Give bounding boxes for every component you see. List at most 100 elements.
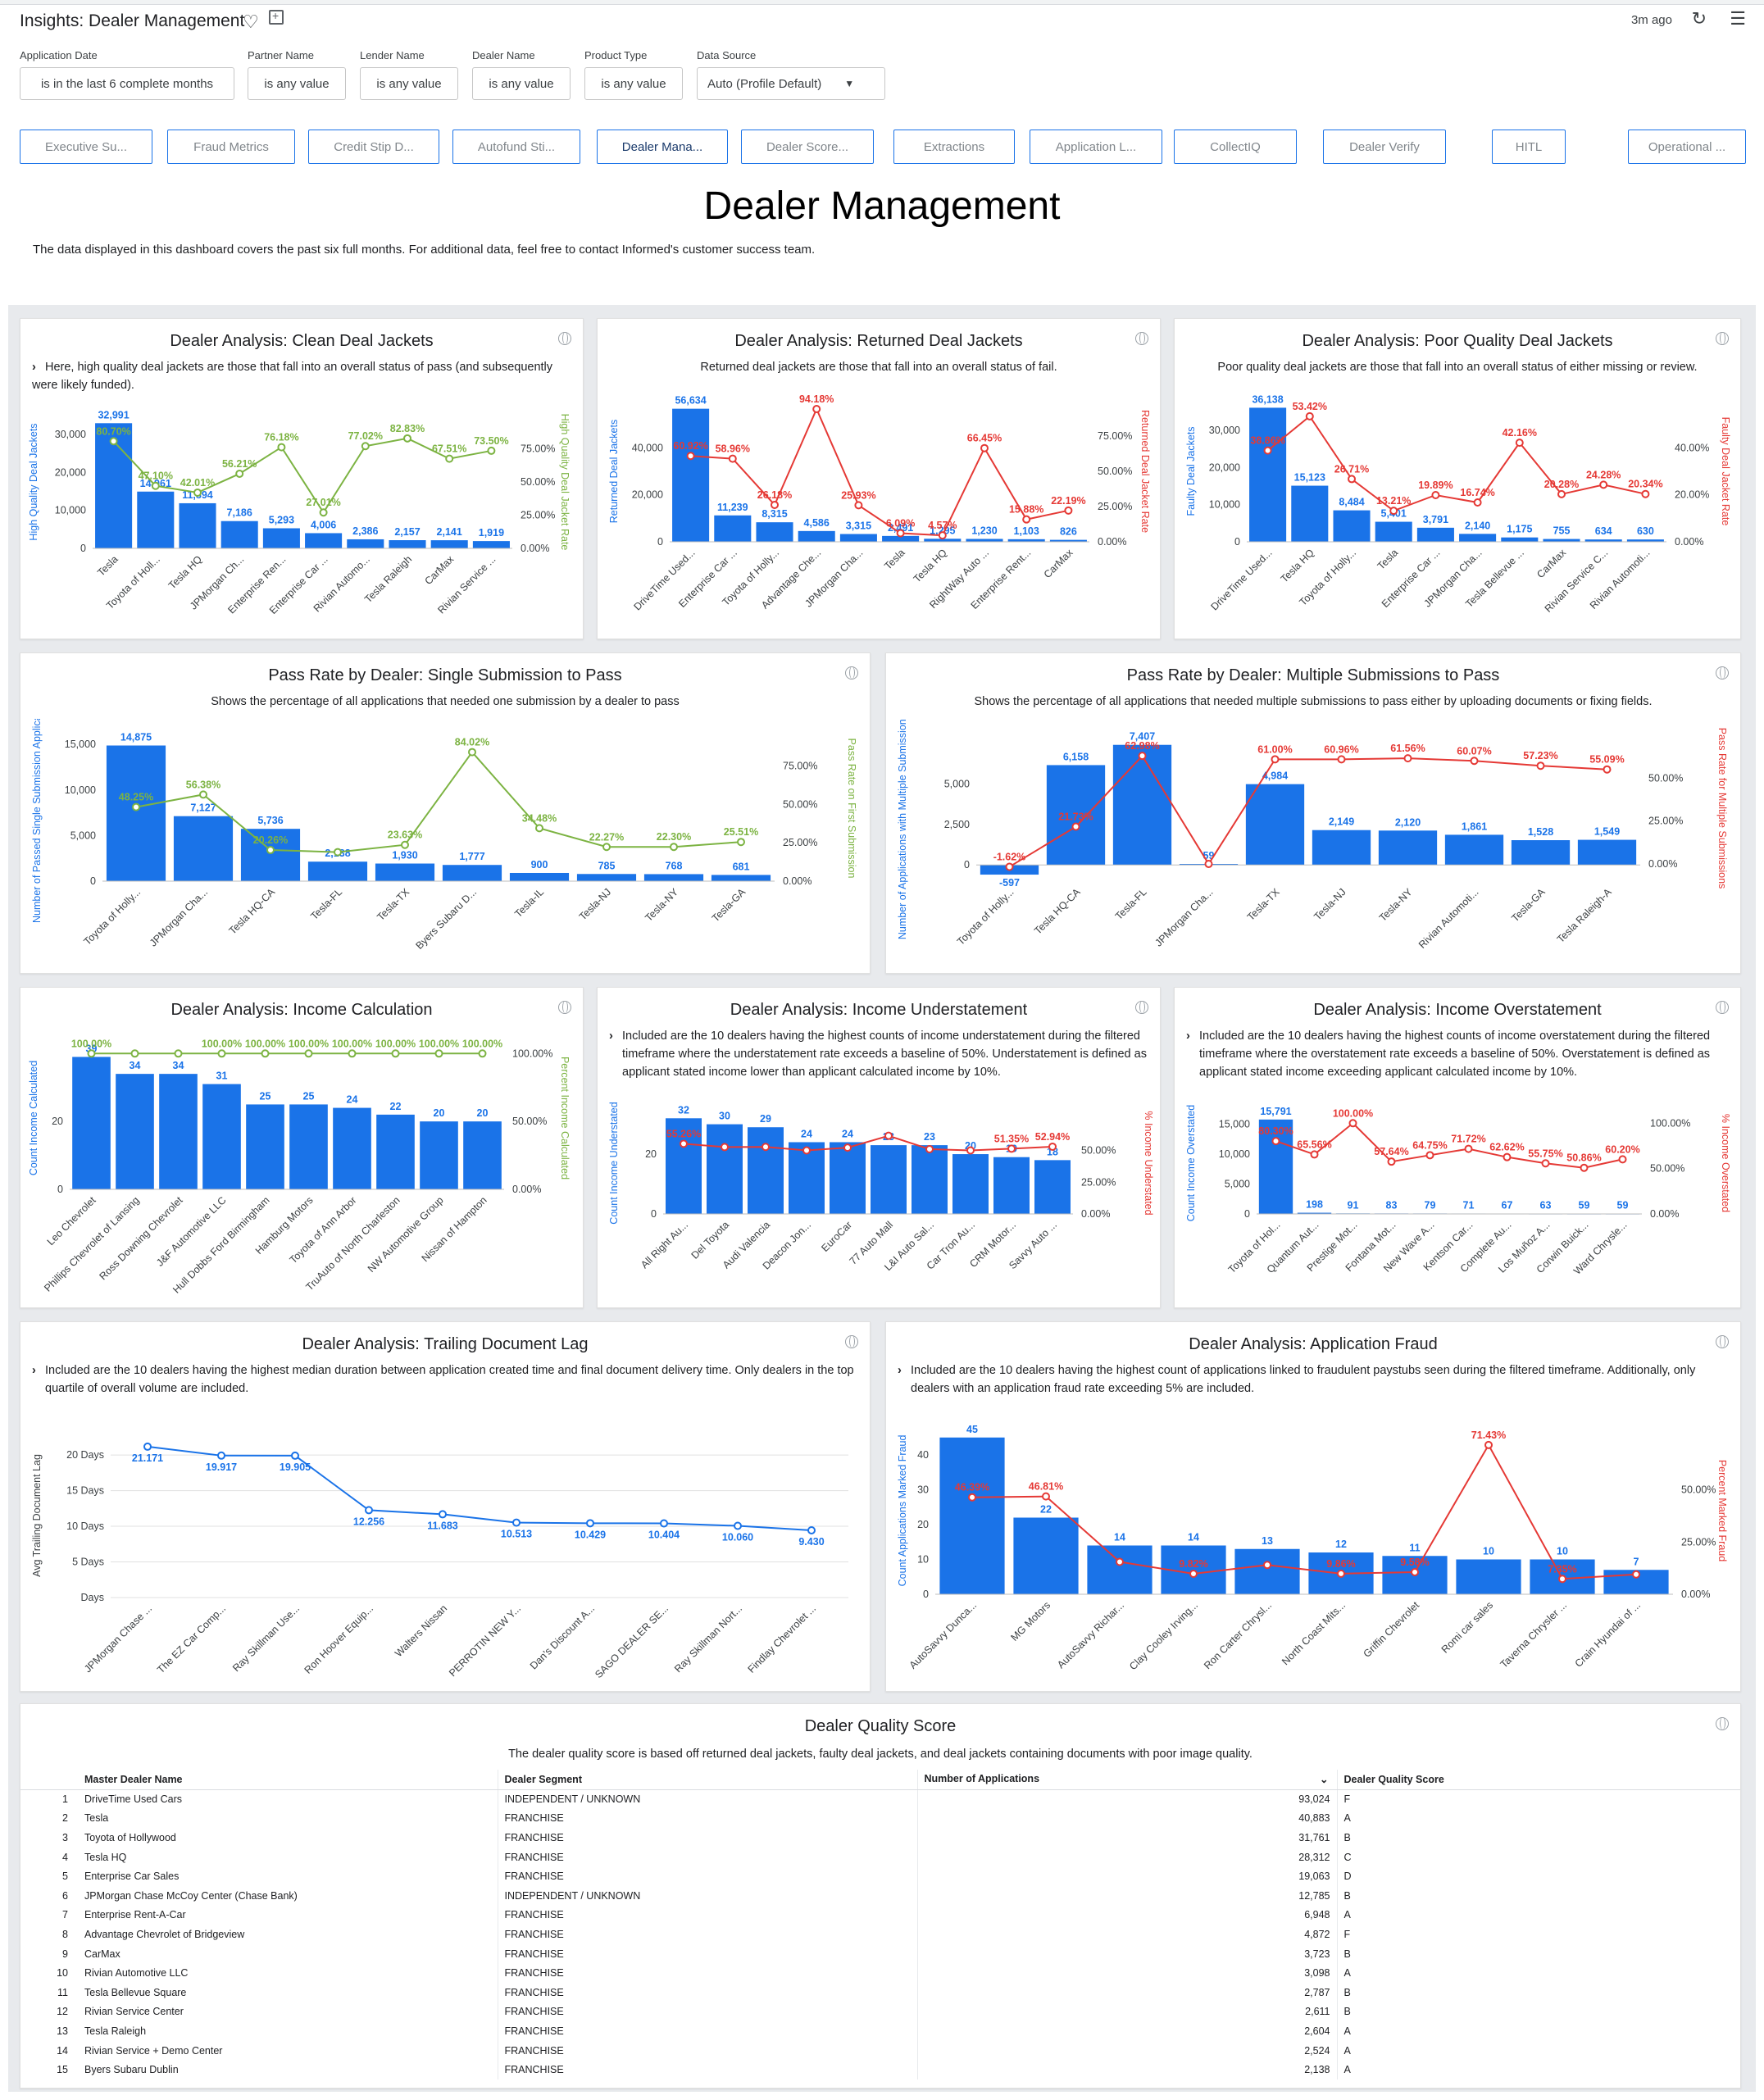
table-row[interactable]: 11 Tesla Bellevue Square FRANCHISE 2,787 B bbox=[20, 1982, 1740, 2002]
y-tick-label: 5,000 bbox=[1225, 1179, 1250, 1190]
rate-point bbox=[721, 1143, 729, 1152]
quality-score-cell: B bbox=[1343, 2006, 1351, 2018]
y2-axis-title: % Income Overstated bbox=[1720, 1114, 1731, 1212]
add-to-board-icon[interactable] bbox=[269, 9, 284, 25]
tab-dealer-verify[interactable]: Dealer Verify bbox=[1323, 130, 1446, 164]
rate-value-label: 73.50% bbox=[474, 435, 508, 447]
x-category-label: All Right Au... bbox=[639, 1219, 690, 1270]
table-row[interactable]: 9 CarMax FRANCHISE 3,723 B bbox=[20, 1943, 1740, 1964]
rate-point bbox=[1263, 446, 1272, 455]
x-category-label: Byers Subaru D... bbox=[413, 886, 479, 952]
filter-value-box[interactable]: is any value bbox=[472, 67, 571, 100]
table-row[interactable]: 7 Enterprise Rent-A-Car FRANCHISE 6,948 A bbox=[20, 1905, 1740, 1925]
tab-fraud-metrics[interactable]: Fraud Metrics bbox=[167, 130, 295, 164]
tab-dealer-mana[interactable]: Dealer Mana... bbox=[597, 130, 728, 164]
rate-value-label: 82.83% bbox=[390, 423, 425, 434]
x-category-label: Ray Skillman Use... bbox=[230, 1602, 302, 1674]
refresh-icon[interactable]: ↻ bbox=[1691, 8, 1707, 29]
rate-point bbox=[1558, 1575, 1566, 1584]
rate-point bbox=[686, 452, 695, 461]
column-header[interactable]: Dealer Segment bbox=[498, 1770, 918, 1790]
bar bbox=[912, 1145, 948, 1214]
rate-point bbox=[487, 446, 496, 455]
table-row[interactable]: 1 DriveTime Used Cars INDEPENDENT / UNKNOW… bbox=[20, 1789, 1740, 1809]
bar bbox=[347, 539, 384, 548]
filter-value-box[interactable]: is any value bbox=[360, 67, 458, 100]
globe-icon[interactable] bbox=[1135, 1001, 1148, 1014]
rate-point bbox=[478, 1049, 487, 1058]
globe-icon[interactable] bbox=[1716, 1001, 1729, 1014]
rate-value-label: 27.01% bbox=[306, 497, 340, 508]
bar bbox=[1258, 1119, 1293, 1214]
x-category-label: Tesla-IL bbox=[512, 886, 546, 920]
applications-cell: 19,063 bbox=[917, 1866, 1338, 1886]
table-row[interactable]: 2 Tesla FRANCHISE 40,883 A bbox=[20, 1808, 1740, 1829]
bar-value-label: 13 bbox=[1262, 1535, 1273, 1547]
rate-line bbox=[1275, 1121, 1623, 1169]
rate-value-label: 100.00% bbox=[71, 1038, 111, 1049]
tile-title: Dealer Analysis: Income Understatement bbox=[730, 1001, 1028, 1019]
y2-axis-title: Returned Deal Jacket Rate bbox=[1139, 410, 1151, 533]
rate-value-label: 62.98% bbox=[1125, 740, 1159, 752]
rate-value-label: 57.64% bbox=[1374, 1146, 1408, 1157]
globe-icon[interactable] bbox=[1716, 1717, 1729, 1730]
table-row[interactable]: 6 JPMorgan Chase McCoy Center (Chase Bank… bbox=[20, 1885, 1740, 1906]
filter-value-box[interactable]: is any value bbox=[248, 67, 346, 100]
table-row[interactable]: 5 Enterprise Car Sales FRANCHISE 19,063 D bbox=[20, 1866, 1740, 1886]
dealer-name-cell: Rivian Service Center bbox=[78, 2002, 498, 2022]
globe-icon[interactable] bbox=[558, 1001, 571, 1014]
row-number: 2 bbox=[62, 1812, 68, 1825]
rate-value-label: 62.62% bbox=[1489, 1142, 1524, 1153]
globe-icon[interactable] bbox=[558, 332, 571, 345]
tab-dealer-score[interactable]: Dealer Score... bbox=[741, 130, 874, 164]
favorite-heart-icon[interactable]: ♡ bbox=[243, 11, 259, 32]
table-row[interactable]: 3 Toyota of Hollywood FRANCHISE 31,761 B bbox=[20, 1828, 1740, 1848]
tab-operational[interactable]: Operational ... bbox=[1628, 130, 1746, 164]
tile-clean-deal-jackets: Dealer Analysis: Clean Deal Jackets › Her… bbox=[20, 318, 584, 639]
tab-credit-stip-d[interactable]: Credit Stip D... bbox=[308, 130, 439, 164]
filter-value-box[interactable]: is any value bbox=[584, 67, 683, 100]
rate-point bbox=[1557, 489, 1566, 498]
tab-application-l[interactable]: Application L... bbox=[1030, 130, 1162, 164]
dealer-quality-table: Master Dealer Name Dealer Segment Number… bbox=[20, 1770, 1740, 2080]
bar-value-label: 6,158 bbox=[1063, 751, 1089, 762]
column-header[interactable]: Master Dealer Name bbox=[78, 1770, 498, 1790]
table-row[interactable]: 8 Advantage Chevrolet of Bridgeview FRANCH… bbox=[20, 1925, 1740, 1944]
globe-icon[interactable] bbox=[1716, 1335, 1729, 1348]
rate-point bbox=[1473, 498, 1482, 507]
bar bbox=[1049, 539, 1087, 542]
filter-menu-icon[interactable]: ☰ bbox=[1730, 8, 1746, 29]
column-header-sorted[interactable]: Number of Applications ⌄ bbox=[917, 1770, 1338, 1790]
tab-executive-su[interactable]: Executive Su... bbox=[20, 130, 152, 164]
tab-collectiq[interactable]: CollectIQ bbox=[1174, 130, 1297, 164]
table-row[interactable]: 12 Rivian Service Center FRANCHISE 2,611 B bbox=[20, 2002, 1740, 2022]
rate-point bbox=[980, 443, 989, 452]
globe-icon[interactable] bbox=[845, 666, 858, 680]
globe-icon[interactable] bbox=[1716, 666, 1729, 680]
globe-icon[interactable] bbox=[845, 1335, 858, 1348]
rate-point bbox=[1403, 754, 1412, 763]
tab-hitl[interactable]: HITL bbox=[1492, 130, 1566, 164]
tab-autofund-sti[interactable]: Autofund Sti... bbox=[452, 130, 580, 164]
table-row[interactable]: 4 Tesla HQ FRANCHISE 28,312 C bbox=[20, 1847, 1740, 1867]
tile-description-text: Included are the 10 dealers having the h… bbox=[45, 1364, 854, 1395]
globe-icon[interactable] bbox=[1716, 332, 1729, 345]
bar bbox=[1501, 537, 1539, 542]
column-header[interactable]: Dealer Quality Score bbox=[1337, 1770, 1740, 1790]
rate-point bbox=[1348, 1119, 1357, 1128]
quality-score-cell: B bbox=[1343, 1948, 1351, 1960]
tab-extractions[interactable]: Extractions bbox=[893, 130, 1015, 164]
table-row[interactable]: 15 Byers Subaru Dublin FRANCHISE 2,138 A bbox=[20, 2060, 1740, 2080]
x-category-label: Tesla-NY bbox=[643, 886, 680, 924]
dealer-segment-cell: FRANCHISE bbox=[498, 1943, 918, 1964]
rate-value-label: 19.89% bbox=[1418, 480, 1453, 491]
table-row[interactable]: 14 Rivian Service + Demo Center FRANCHISE 2… bbox=[20, 2040, 1740, 2061]
table-row[interactable]: 13 Tesla Raleigh FRANCHISE 2,604 A bbox=[20, 2021, 1740, 2041]
globe-icon[interactable] bbox=[1135, 332, 1148, 345]
table-row[interactable]: 10 Rivian Automotive LLC FRANCHISE 3,098 A bbox=[20, 1963, 1740, 1983]
filter-value-box[interactable]: is in the last 6 complete months bbox=[20, 67, 234, 100]
filter-select-box[interactable]: Auto (Profile Default) ▼ bbox=[697, 67, 885, 100]
dealer-name-cell: Tesla Bellevue Square bbox=[78, 1982, 498, 2002]
rate-value-label: 100.00% bbox=[202, 1038, 242, 1049]
rate-value-label: 56.38% bbox=[186, 779, 220, 790]
